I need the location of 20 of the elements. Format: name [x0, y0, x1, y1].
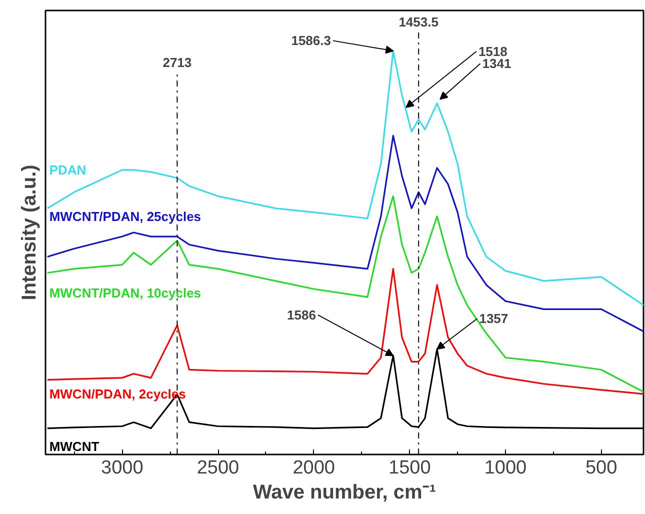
- x-tick-label: 1000: [484, 458, 527, 478]
- series-label: MWCN/PDAN, 2cycles: [49, 386, 186, 402]
- y-axis-title: Intensity (a.u.): [18, 164, 40, 300]
- annotation: 1586: [287, 307, 316, 322]
- annotation: 1586.3: [291, 33, 331, 48]
- ref-line-label: 2713: [162, 55, 192, 70]
- x-tick-label: 500: [585, 458, 618, 478]
- series-label: PDAN: [49, 162, 86, 178]
- legend-label: MWCNT: [49, 438, 100, 454]
- annotation: 1357: [479, 311, 508, 326]
- ref-line-label: 1453.5: [398, 14, 438, 30]
- annotation: 1518: [478, 44, 508, 59]
- series-label: MWCNT/PDAN, 10cycles: [49, 286, 202, 301]
- annotation: 1341: [482, 56, 512, 72]
- x-axis-title: Wave number, cm⁻¹: [253, 482, 436, 504]
- x-tick-label: 2500: [196, 458, 240, 478]
- x-tick-label: 1500: [388, 458, 431, 478]
- x-tick-label: 2000: [292, 458, 335, 478]
- series-label: MWCNT/PDAN, 25cycles: [49, 208, 202, 224]
- x-tick-label: 3000: [101, 458, 144, 478]
